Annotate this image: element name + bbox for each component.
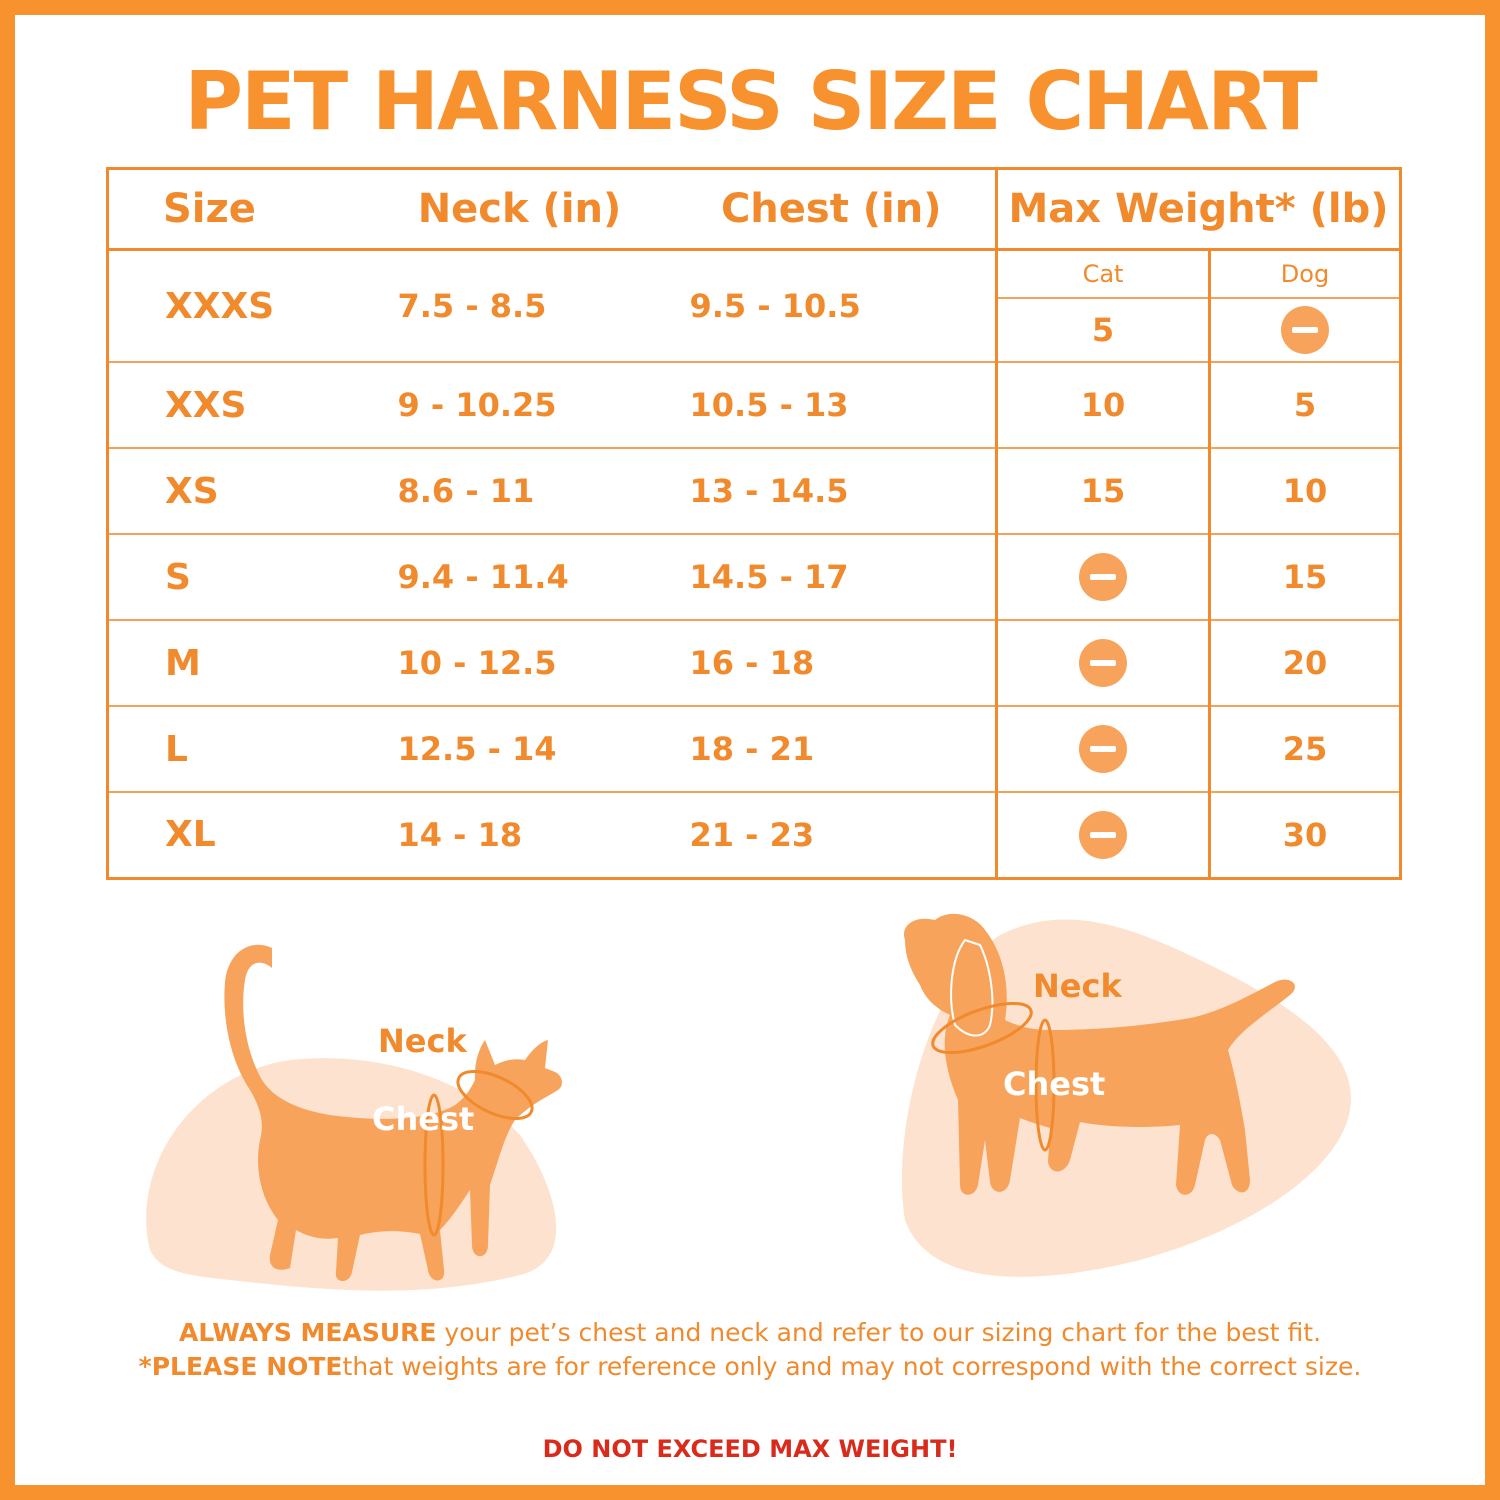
subheader-dog: Dog	[1209, 249, 1401, 299]
row-cat-weight: 15	[995, 448, 1211, 535]
cat-chest-label: Chest	[372, 1100, 474, 1138]
header-neck: Neck (in)	[371, 168, 668, 251]
row-neck: 10 - 12.5	[371, 620, 668, 707]
cat-neck-loop	[456, 1070, 534, 1120]
footer-measure-rest: your pet’s chest and neck and refer to o…	[436, 1318, 1322, 1347]
table-body: XXXS 7.5 - 8.5 9.5 - 10.5 Cat Dog 5 XXS 9 - 10.…	[107, 249, 1401, 879]
table-row: L 12.5 - 14 18 - 21 25	[107, 706, 1401, 793]
dog-silhouette	[904, 913, 1295, 1195]
footer-note-strong: *PLEASE NOTE	[138, 1352, 343, 1381]
row-neck: 7.5 - 8.5	[371, 249, 668, 363]
table-row: XXXS 7.5 - 8.5 9.5 - 10.5 Cat Dog	[107, 249, 1401, 363]
row-dog-weight: 30	[1209, 792, 1401, 879]
row-chest: 9.5 - 10.5	[667, 249, 997, 363]
page-title: PET HARNESS SIZE CHART	[184, 55, 1317, 148]
row-size: XS	[107, 448, 372, 535]
row-dog-weight: 15	[1209, 534, 1401, 621]
cat-neck-label: Neck	[378, 1022, 467, 1060]
header-max-weight: Max Weight* (lb)	[994, 168, 1401, 251]
row-cat-weight	[995, 792, 1211, 879]
row-neck: 9.4 - 11.4	[371, 534, 668, 621]
row-neck: 14 - 18	[371, 792, 668, 879]
row-dog-weight: 10	[1209, 448, 1401, 535]
row-size: XXXS	[107, 249, 372, 363]
table-row: XS 8.6 - 11 13 - 14.5 15 10	[107, 448, 1401, 535]
row-size: XXS	[107, 362, 372, 449]
row-cat-weight	[995, 706, 1211, 793]
row-neck: 9 - 10.25	[371, 362, 668, 449]
size-chart-table: Size Neck (in) Chest (in) Max Weight* (l…	[106, 167, 1403, 880]
dog-neck-loop	[931, 1001, 1033, 1055]
cat-illustration: Neck Chest	[146, 944, 562, 1291]
table-row: M 10 - 12.5 16 - 18 20	[107, 620, 1401, 707]
table-row: 5	[108, 298, 1401, 363]
cat-silhouette	[224, 944, 562, 1281]
cat-chest-loop	[423, 1093, 445, 1237]
row-size: M	[107, 620, 372, 707]
minus-circle-icon	[1079, 553, 1127, 601]
row-dog-weight: 25	[1209, 706, 1401, 793]
row-cat-weight: 5	[995, 298, 1211, 363]
footer-note-rest: that weights are for reference only and …	[342, 1352, 1362, 1381]
dog-chest-loop	[1034, 1018, 1056, 1152]
minus-circle-icon	[1079, 639, 1127, 687]
row-chest: 16 - 18	[667, 620, 997, 707]
dog-neck-label: Neck	[1033, 967, 1122, 1005]
row-cat-weight	[995, 620, 1211, 707]
row-size: XL	[107, 792, 372, 879]
row-cat-weight	[995, 534, 1211, 621]
row-neck: 12.5 - 14	[371, 706, 668, 793]
row-cat-weight: 10	[995, 362, 1211, 449]
table-row: XXS 9 - 10.25 10.5 - 13 10 5	[107, 362, 1401, 449]
row-size: L	[107, 706, 372, 793]
table-row: S 9.4 - 11.4 14.5 - 17 15	[107, 534, 1401, 621]
table-row: XL 14 - 18 21 - 23 30	[107, 792, 1401, 879]
header-size: Size	[107, 168, 372, 251]
dog-chest-label: Chest	[1003, 1065, 1105, 1103]
dog-ear	[950, 938, 994, 1037]
header-chest: Chest (in)	[667, 168, 997, 251]
row-chest: 14.5 - 17	[667, 534, 997, 621]
footer-measure-strong: ALWAYS MEASURE	[178, 1318, 437, 1347]
minus-circle-icon	[1281, 306, 1329, 354]
minus-circle-icon	[1079, 810, 1127, 859]
row-dog-weight: 5	[1209, 362, 1401, 449]
footer-please-note: *PLEASE NOTEthat weights are for referen…	[0, 1352, 1500, 1381]
row-size: S	[107, 534, 372, 621]
row-dog-weight	[1209, 298, 1401, 363]
footer-warning: DO NOT EXCEED MAX WEIGHT!	[542, 1435, 958, 1463]
row-chest: 21 - 23	[667, 792, 997, 879]
minus-circle-icon	[1079, 725, 1127, 773]
row-neck: 8.6 - 11	[371, 448, 668, 535]
pet-measurement-illustrations: Neck Chest Neck Chest	[146, 913, 1351, 1291]
subheader-cat: Cat	[995, 249, 1211, 299]
table-header-row: Size Neck (in) Chest (in) Max Weight* (l…	[107, 168, 1401, 251]
footer-measure-note: ALWAYS MEASURE your pet’s chest and neck…	[0, 1318, 1500, 1347]
row-dog-weight: 20	[1209, 620, 1401, 707]
row-chest: 10.5 - 13	[667, 362, 997, 449]
row-chest: 18 - 21	[667, 706, 997, 793]
dog-illustration: Neck Chest	[901, 913, 1351, 1277]
row-chest: 13 - 14.5	[667, 448, 997, 535]
